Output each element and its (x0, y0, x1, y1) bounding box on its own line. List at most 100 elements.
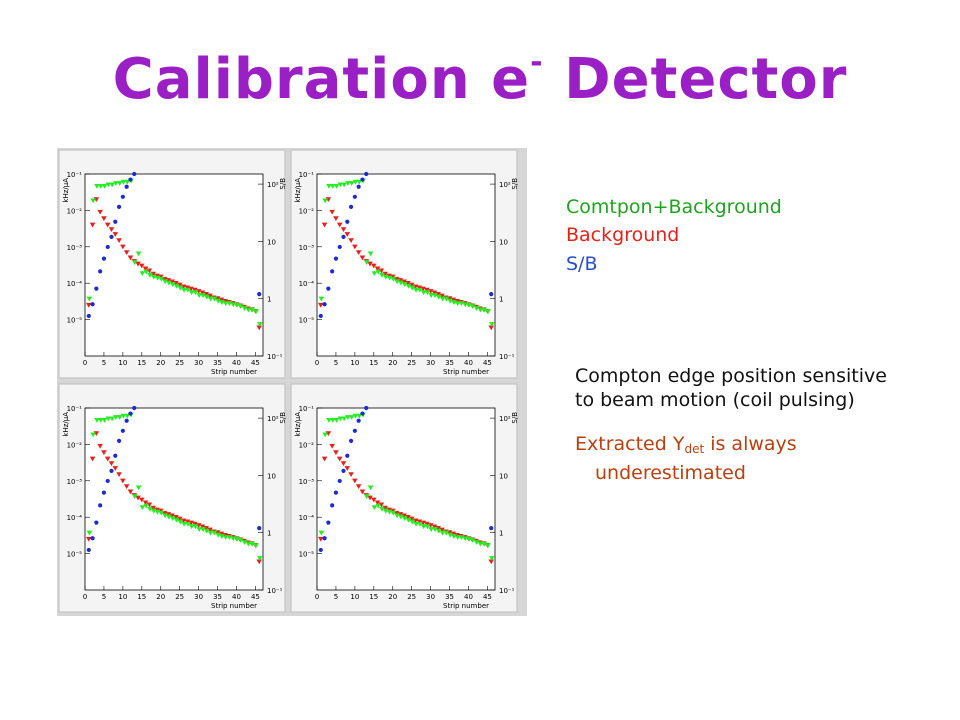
extracted-sub: det (684, 442, 705, 456)
compton-point (215, 532, 221, 538)
compton-point (485, 309, 491, 315)
background-point (116, 238, 122, 243)
compton-point (417, 287, 423, 293)
compton-point (379, 506, 385, 512)
compton-point (413, 521, 419, 527)
sb-point (113, 453, 118, 458)
background-point (329, 209, 335, 215)
compton-point (447, 532, 453, 538)
y-tick-label: 10⁻³ (67, 478, 83, 486)
y-tick-label: 10⁻⁵ (67, 551, 83, 559)
compton-point (86, 296, 93, 302)
x-tick-label: 10 (118, 359, 127, 367)
compton-point (211, 296, 218, 302)
slide-title: Calibration e- Detector (0, 48, 960, 108)
compton-point (398, 514, 404, 520)
compton-point (432, 293, 438, 298)
sb-point (330, 503, 335, 508)
background-point (120, 478, 126, 484)
compton-point (105, 182, 112, 188)
sb-point (330, 269, 335, 274)
background-point (89, 222, 96, 228)
x-tick-label: 40 (232, 359, 241, 367)
compton-point (390, 276, 397, 282)
sb-point (109, 468, 114, 473)
background-point (150, 271, 156, 277)
sb-point (124, 184, 129, 189)
background-point (325, 431, 332, 437)
compton-point (428, 293, 435, 298)
compton-point (177, 519, 184, 525)
compton-point (394, 279, 400, 285)
y2-tick-label: 1 (499, 296, 503, 304)
sb-point (90, 302, 95, 307)
background-point (359, 255, 366, 261)
notes-block: Compton edge position sensitive to beam … (575, 364, 955, 485)
compton-point (420, 290, 427, 296)
title-superscript: - (530, 45, 544, 80)
background-point (424, 521, 430, 527)
compton-point (162, 279, 168, 285)
x-tick-label: 10 (350, 359, 359, 367)
background-point (97, 209, 103, 215)
compton-point (367, 485, 374, 491)
y-tick-label: 10⁻¹ (67, 405, 83, 413)
compton-point (352, 179, 359, 185)
compton-point (489, 322, 495, 327)
x-tick-label: 45 (483, 593, 492, 601)
background-point (142, 500, 149, 506)
compton-point (200, 527, 206, 532)
notes-line-2: to beam motion (coil pulsing) (575, 389, 855, 411)
background-point (120, 244, 126, 250)
y-tick-label: 10⁻² (299, 441, 315, 449)
x-tick-label: 5 (334, 593, 338, 601)
y-axis-label: kHz/μA (294, 412, 302, 437)
sb-point (116, 204, 122, 209)
compton-point (97, 417, 104, 423)
compton-point (185, 287, 191, 293)
compton-point (454, 301, 461, 307)
compton-point (181, 521, 187, 527)
background-point (401, 279, 407, 285)
compton-point (348, 415, 355, 420)
compton-point (417, 521, 423, 527)
compton-point (139, 505, 146, 511)
y-tick-label: 10⁻¹ (299, 405, 315, 413)
background-point (169, 279, 175, 285)
y-tick-label: 10⁻¹ (67, 171, 83, 179)
compton-point (169, 516, 176, 521)
compton-point (318, 530, 325, 536)
y2-tick-label: 10 (499, 238, 508, 246)
compton-point (432, 527, 438, 532)
sb-point (90, 536, 95, 541)
compton-point (367, 251, 374, 257)
background-point (139, 497, 145, 503)
y-tick-label: 10⁻⁴ (67, 514, 83, 522)
compton-point (420, 524, 427, 530)
x-tick-label: 10 (118, 593, 127, 601)
x-tick-label: 25 (175, 359, 184, 367)
compton-point (147, 272, 153, 278)
background-point (256, 559, 263, 565)
y2-tick-label: 10 (267, 238, 276, 246)
sb-point (105, 478, 110, 484)
background-point (355, 484, 362, 490)
compton-point (405, 283, 412, 289)
sb-point (105, 244, 110, 250)
title-main: Calibration e (112, 47, 531, 112)
background-point (150, 505, 156, 511)
compton-point (120, 413, 127, 419)
sb-point (101, 256, 107, 261)
y-tick-label: 10⁻¹ (299, 171, 315, 179)
sb-point (318, 313, 323, 319)
background-point (165, 278, 172, 283)
compton-point (196, 293, 203, 298)
background-point (336, 456, 343, 462)
background-point (488, 325, 495, 331)
legend-item-sb: S/B (566, 253, 598, 275)
compton-point (177, 285, 184, 291)
compton-point (428, 527, 435, 532)
sb-point (341, 234, 346, 239)
